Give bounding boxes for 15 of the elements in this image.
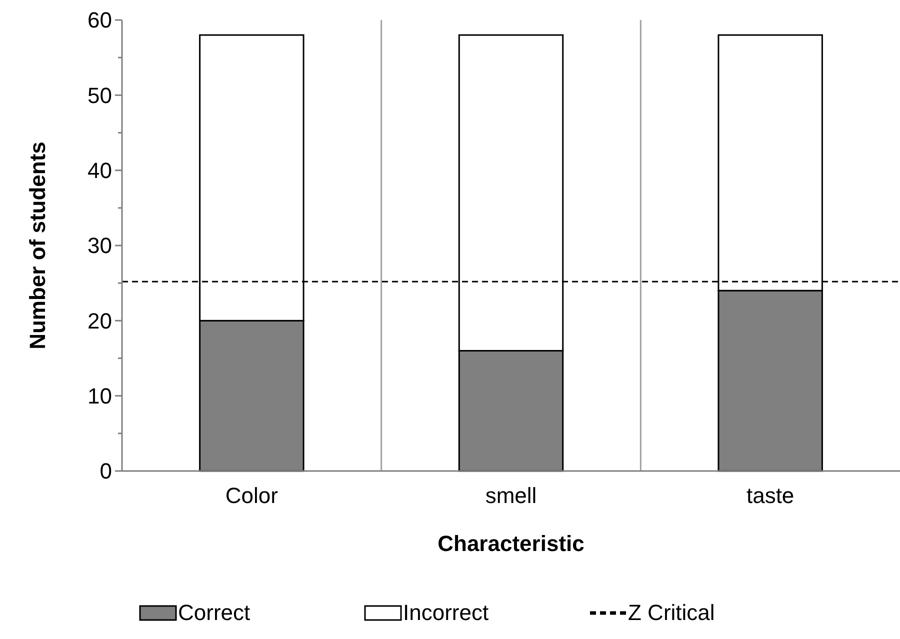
x-tick-label: Color: [225, 483, 278, 508]
x-tick-label: smell: [485, 483, 537, 508]
y-tick-label: 10: [88, 384, 112, 409]
y-tick-label: 60: [88, 8, 112, 33]
legend-label: Z Critical: [628, 600, 715, 625]
y-tick-label: 40: [88, 158, 112, 184]
y-tick-label: 20: [88, 308, 112, 334]
x-tick-label: taste: [746, 483, 794, 508]
legend-label: Incorrect: [403, 600, 489, 625]
y-axis-title: Number of students: [25, 142, 50, 350]
y-tick-label: 50: [88, 82, 112, 108]
y-tick-label: 30: [88, 233, 112, 258]
legend-label: Correct: [178, 600, 250, 625]
x-axis-title: Characteristic: [438, 531, 584, 556]
y-tick-label: 0: [100, 458, 112, 484]
